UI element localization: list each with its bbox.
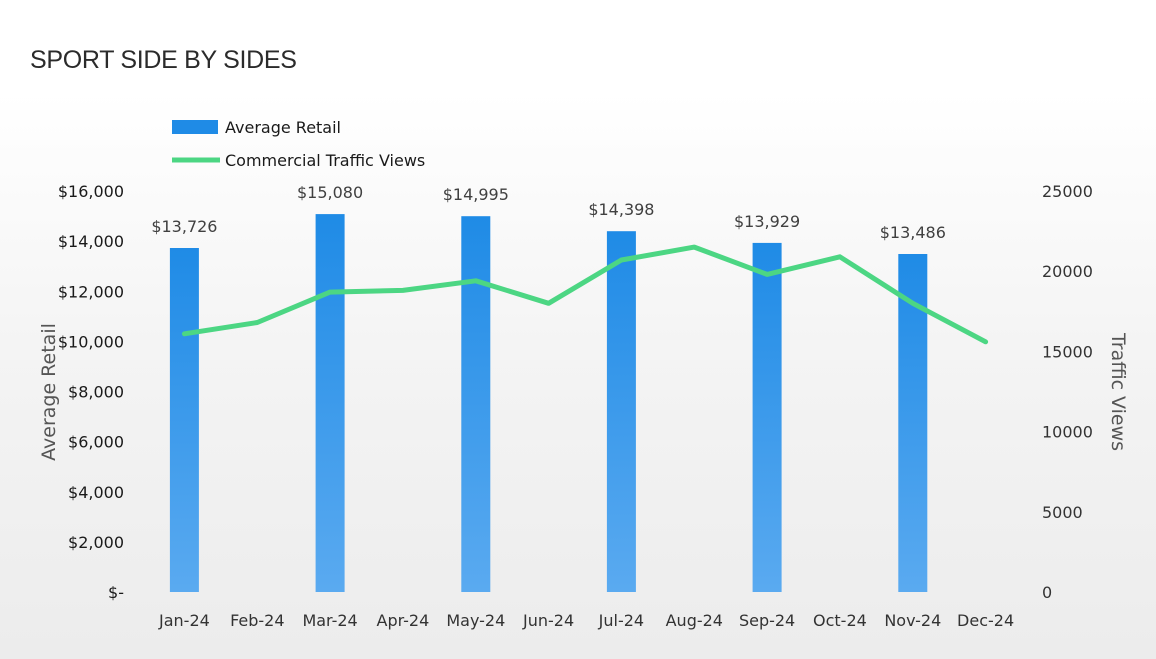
bar-jul-24 [606,231,636,592]
legend-label-average-retail: Average Retail [225,118,341,137]
legend-label-traffic-views: Commercial Traffic Views [225,151,425,170]
y-tick-right: 0 [1042,583,1052,602]
data-label-mar-24: $15,080 [297,183,363,202]
data-label-jan-24: $13,726 [151,217,217,236]
y-tick-left: $6,000 [68,433,124,452]
y-tick-right: 5000 [1042,503,1083,522]
line-commercial-traffic-views [181,244,989,345]
data-label-may-24: $14,995 [443,185,509,204]
y-tick-right: 25000 [1042,182,1093,201]
y-tick-right: 20000 [1042,262,1093,281]
y-axis-right-title: Traffic Views [1107,332,1129,451]
x-tick-mar-24: Mar-24 [302,611,357,630]
y-tick-left: $12,000 [58,282,124,301]
x-tick-dec-24: Dec-24 [957,611,1014,630]
data-label-nov-24: $13,486 [880,223,946,242]
x-tick-jul-24: Jul-24 [598,611,644,630]
y-tick-left: $- [108,583,124,602]
bar-mar-24 [315,214,345,592]
y-tick-left: $2,000 [68,533,124,552]
bar-jan-24 [169,248,199,592]
x-tick-may-24: May-24 [446,611,505,630]
y-tick-left: $8,000 [68,383,124,402]
x-tick-oct-24: Oct-24 [813,611,867,630]
data-label-sep-24: $13,929 [734,212,800,231]
x-tick-jan-24: Jan-24 [158,611,210,630]
y-tick-left: $4,000 [68,483,124,502]
y-tick-left: $14,000 [58,232,124,251]
x-tick-jun-24: Jun-24 [522,611,574,630]
data-label-jul-24: $14,398 [588,200,654,219]
x-tick-sep-24: Sep-24 [739,611,795,630]
bar-may-24 [461,216,491,592]
bar-sep-24 [752,242,782,592]
y-tick-right: 10000 [1042,423,1093,442]
y-axis-left-title: Average Retail [38,323,60,461]
chart-panel: Average Retail Commercial Traffic Views … [0,92,1156,659]
page-title: SPORT SIDE BY SIDES [30,46,297,74]
y-tick-left: $16,000 [58,182,124,201]
x-tick-apr-24: Apr-24 [377,611,430,630]
y-tick-left: $10,000 [58,332,124,351]
x-tick-feb-24: Feb-24 [230,611,284,630]
legend-swatch-average-retail [172,120,218,134]
x-tick-nov-24: Nov-24 [884,611,941,630]
x-tick-aug-24: Aug-24 [666,611,723,630]
y-tick-right: 15000 [1042,342,1093,361]
combo-chart: Average Retail Commercial Traffic Views … [38,118,1129,630]
